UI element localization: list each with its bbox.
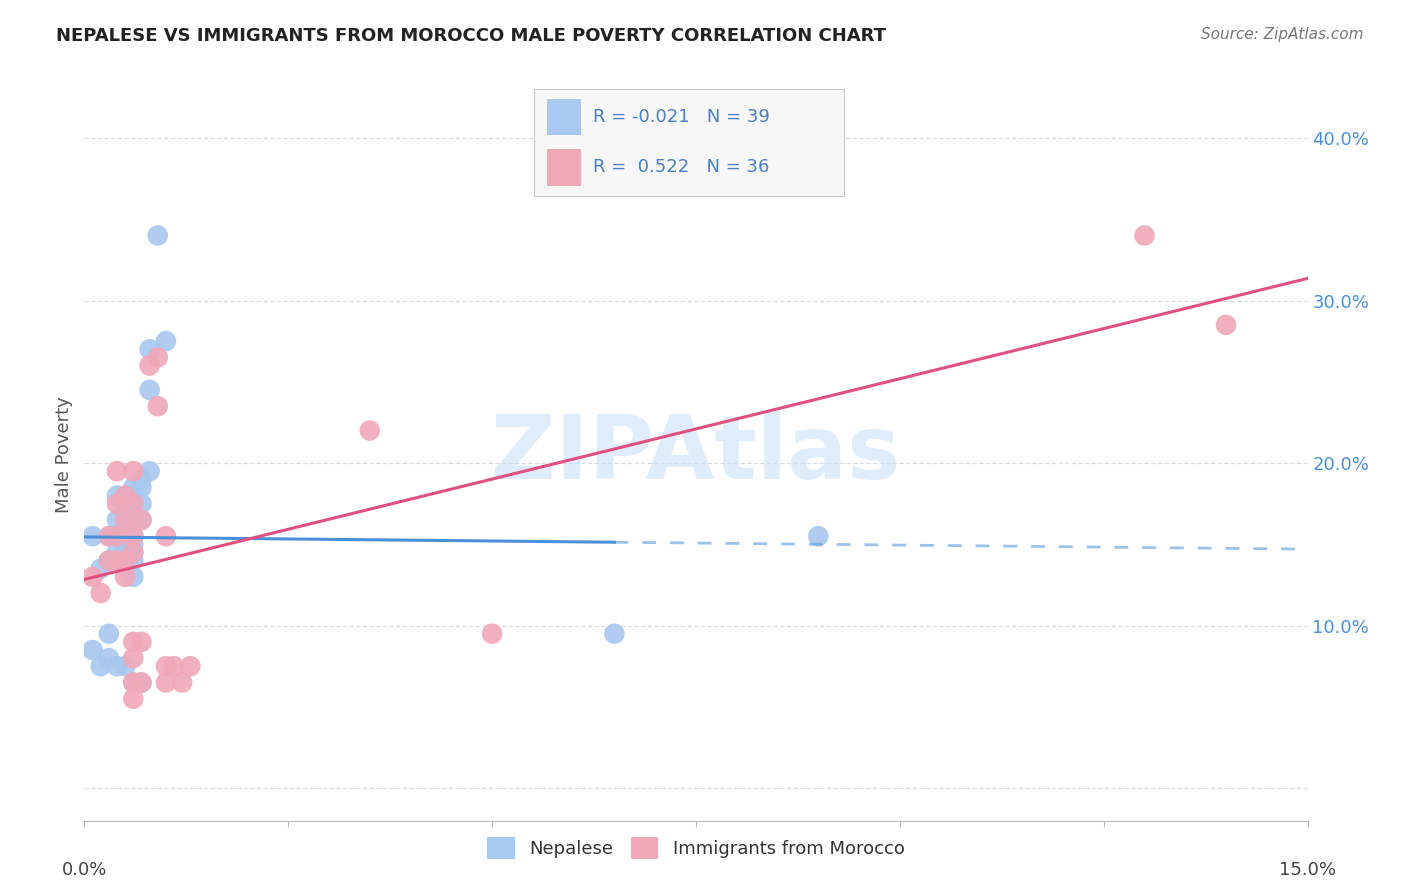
Point	[481, 626, 503, 640]
Point	[122, 537, 145, 551]
FancyBboxPatch shape	[547, 149, 581, 186]
Text: NEPALESE VS IMMIGRANTS FROM MOROCCO MALE POVERTY CORRELATION CHART: NEPALESE VS IMMIGRANTS FROM MOROCCO MALE…	[56, 27, 886, 45]
Point	[105, 659, 128, 673]
Point	[122, 675, 145, 690]
Point	[603, 626, 626, 640]
Point	[82, 570, 104, 584]
Point	[114, 537, 136, 551]
Text: R =  0.522   N = 36: R = 0.522 N = 36	[593, 159, 769, 177]
Point	[1133, 228, 1156, 243]
Point	[163, 659, 186, 673]
Point	[122, 691, 145, 706]
Point	[114, 489, 136, 503]
Point	[122, 464, 145, 478]
Point	[155, 529, 177, 543]
Point	[138, 464, 160, 478]
Point	[105, 464, 128, 478]
Point	[97, 553, 120, 567]
Text: 0.0%: 0.0%	[62, 862, 107, 880]
Point	[114, 545, 136, 559]
Point	[97, 529, 120, 543]
Point	[122, 545, 145, 559]
Point	[105, 497, 128, 511]
Point	[172, 675, 194, 690]
Point	[138, 359, 160, 373]
Point	[114, 513, 136, 527]
Point	[138, 343, 160, 357]
Point	[105, 489, 128, 503]
Point	[138, 383, 160, 397]
Point	[105, 529, 128, 543]
Point	[359, 424, 381, 438]
Text: R = -0.021   N = 39: R = -0.021 N = 39	[593, 108, 770, 126]
Point	[131, 480, 153, 494]
Point	[131, 635, 153, 649]
Point	[122, 635, 145, 649]
Point	[122, 497, 145, 511]
Point	[90, 586, 112, 600]
Point	[146, 399, 169, 413]
Point	[122, 480, 145, 494]
Point	[97, 626, 120, 640]
Point	[131, 513, 153, 527]
Point	[114, 521, 136, 535]
Point	[90, 659, 112, 673]
Point	[807, 529, 830, 543]
Point	[82, 529, 104, 543]
Point	[122, 675, 145, 690]
Text: 15.0%: 15.0%	[1279, 862, 1336, 880]
Point	[122, 651, 145, 665]
Point	[179, 659, 201, 673]
Point	[1215, 318, 1237, 332]
Point	[122, 529, 145, 543]
Point	[131, 472, 153, 486]
Point	[122, 497, 145, 511]
Point	[131, 497, 153, 511]
Point	[146, 228, 169, 243]
Point	[97, 529, 120, 543]
Point	[97, 553, 120, 567]
Point	[122, 529, 145, 543]
Point	[122, 553, 145, 567]
Point	[122, 545, 145, 559]
Point	[131, 675, 153, 690]
Point	[105, 545, 128, 559]
Point	[122, 505, 145, 519]
Point	[114, 553, 136, 567]
Point	[155, 675, 177, 690]
Point	[114, 505, 136, 519]
FancyBboxPatch shape	[547, 99, 581, 136]
Point	[155, 334, 177, 348]
Point	[114, 529, 136, 543]
Text: Source: ZipAtlas.com: Source: ZipAtlas.com	[1201, 27, 1364, 42]
Point	[105, 553, 128, 567]
Text: ZIPAtlas: ZIPAtlas	[491, 411, 901, 499]
Y-axis label: Male Poverty: Male Poverty	[55, 397, 73, 513]
Point	[97, 651, 120, 665]
Legend: Nepalese, Immigrants from Morocco: Nepalese, Immigrants from Morocco	[481, 830, 911, 866]
Point	[122, 570, 145, 584]
Point	[131, 675, 153, 690]
Point	[114, 570, 136, 584]
Point	[146, 351, 169, 365]
Point	[131, 513, 153, 527]
Point	[82, 643, 104, 657]
Point	[114, 659, 136, 673]
Point	[105, 513, 128, 527]
Point	[90, 562, 112, 576]
Point	[155, 659, 177, 673]
